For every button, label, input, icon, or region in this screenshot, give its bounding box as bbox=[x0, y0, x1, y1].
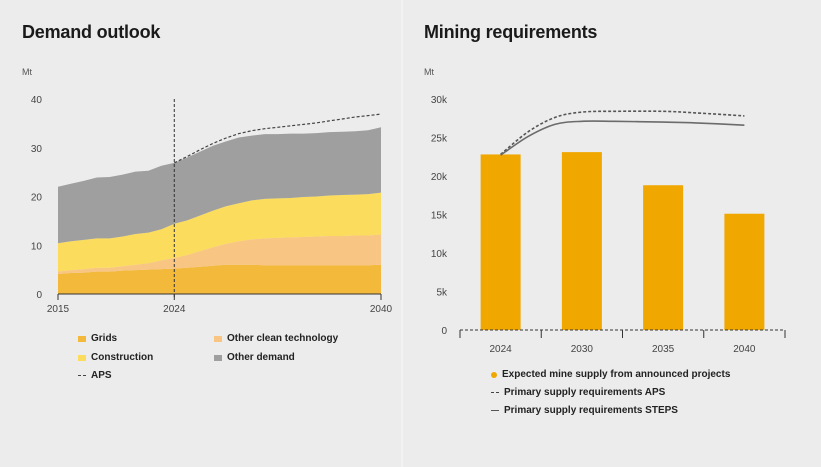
legend-label: APS bbox=[91, 370, 112, 381]
demand-outlook-panel: Demand outlook Mt 0 10 20 30 40 2015 2024 2040 … bbox=[0, 0, 401, 467]
legend-grids: Grids bbox=[78, 333, 117, 344]
y-tick-label: 40 bbox=[31, 95, 43, 106]
y-tick-label: 20 bbox=[31, 193, 43, 204]
y-tick-label: 0 bbox=[36, 290, 42, 301]
demand-outlook-title: Demand outlook bbox=[22, 22, 161, 42]
y-tick-label: 15k bbox=[431, 211, 448, 222]
legend-label: Construction bbox=[91, 352, 154, 363]
x-tick-label: 2040 bbox=[370, 304, 393, 315]
bar-2040 bbox=[724, 213, 765, 330]
legend-other-clean-tech: Other clean technology bbox=[214, 333, 338, 344]
area-other-demand bbox=[58, 127, 381, 244]
bar-2030 bbox=[561, 152, 602, 330]
legend-swatch bbox=[214, 335, 222, 342]
legend-label: Primary supply requirements STEPS bbox=[504, 405, 678, 416]
legend-label: Expected mine supply from announced proj… bbox=[502, 369, 731, 380]
legend-label: Grids bbox=[91, 333, 118, 344]
x-tick-label: 2040 bbox=[733, 344, 756, 355]
legend-construction: Construction bbox=[78, 352, 153, 363]
x-tick-label: 2024 bbox=[490, 344, 513, 355]
legend-label: Primary supply requirements APS bbox=[504, 387, 666, 398]
mining-requirements-title: Mining requirements bbox=[424, 22, 598, 42]
y-tick-label: 10 bbox=[31, 241, 43, 252]
aps-requirements-line bbox=[500, 110, 745, 156]
y-tick-label: 30k bbox=[431, 95, 448, 106]
legend-aps-requirements: Primary supply requirements APS bbox=[491, 387, 665, 398]
x-tick-label: 2030 bbox=[571, 344, 594, 355]
legend-steps-requirements: Primary supply requirements STEPS bbox=[491, 405, 678, 416]
legend-swatch bbox=[491, 410, 499, 411]
legend-swatch bbox=[214, 354, 222, 361]
x-tick-label: 2035 bbox=[652, 344, 675, 355]
legend-aps: APS bbox=[78, 370, 112, 381]
area-construction bbox=[58, 192, 381, 272]
legend-swatch bbox=[78, 354, 86, 361]
area-grids bbox=[58, 264, 381, 294]
legend-swatch bbox=[491, 371, 497, 378]
legend-expected-mine-supply: Expected mine supply from announced proj… bbox=[491, 369, 730, 380]
legend-swatch bbox=[78, 375, 86, 376]
mining-requirements-panel: Mining requirements Mt 0 5k 10k 15k 20k 25k 30… bbox=[403, 0, 821, 467]
bar-2024 bbox=[480, 154, 521, 330]
y-tick-label: 10k bbox=[431, 249, 448, 260]
y-tick-label: 0 bbox=[441, 326, 447, 337]
y-tick-label: 20k bbox=[431, 172, 448, 183]
demand-area-chart: 0 10 20 30 40 2015 2024 2040 bbox=[31, 95, 393, 315]
y-tick-label: 5k bbox=[436, 288, 448, 299]
y-tick-label: 25k bbox=[431, 134, 448, 145]
legend-other-demand: Other demand bbox=[214, 352, 295, 363]
legend-label: Other demand bbox=[227, 352, 295, 363]
x-tick-label: 2024 bbox=[163, 304, 186, 315]
demand-unit-label: Mt bbox=[22, 67, 32, 77]
legend-swatch bbox=[491, 392, 499, 393]
area-other-clean-technology bbox=[58, 234, 381, 274]
mining-bar-chart: 0 5k 10k 15k 20k 25k 30k 2024 2030 2035 2040 bbox=[431, 95, 786, 355]
legend-label: Other clean technology bbox=[227, 333, 339, 344]
x-tick-label: 2015 bbox=[47, 304, 70, 315]
aps-dashed-line bbox=[174, 113, 382, 164]
legend-swatch bbox=[78, 335, 86, 342]
y-tick-label: 30 bbox=[31, 144, 43, 155]
steps-requirements-line bbox=[500, 120, 745, 156]
mining-unit-label: Mt bbox=[424, 67, 434, 77]
bar-2035 bbox=[643, 185, 684, 330]
